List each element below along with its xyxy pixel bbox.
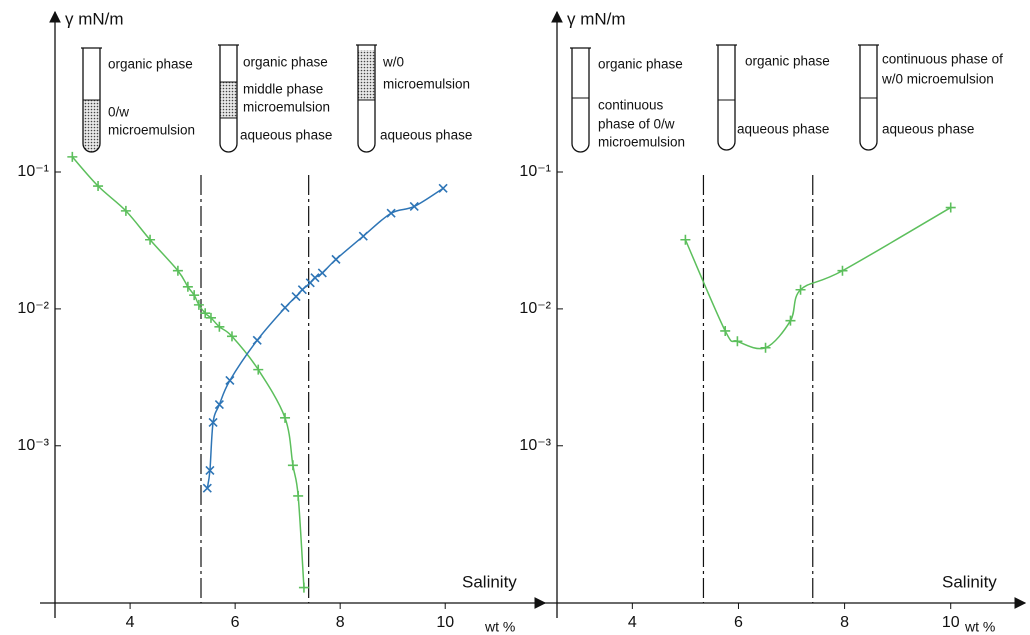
- data-point: [785, 315, 796, 326]
- tube: [859, 45, 878, 151]
- data-point: [225, 375, 235, 386]
- data-point: [317, 268, 327, 278]
- annotation: microemulsion: [598, 135, 685, 150]
- data-point: [760, 342, 771, 353]
- annotation: continuous phase of: [882, 52, 1003, 67]
- data-point: [795, 284, 806, 295]
- x-axis-title: Salinity: [462, 572, 517, 591]
- x-tick-label: 8: [336, 614, 345, 631]
- data-point: [386, 208, 396, 218]
- y-tick-label: 10⁻¹: [519, 163, 551, 180]
- data-point: [297, 285, 307, 295]
- annotation: organic phase: [243, 55, 328, 70]
- tube-fill: [220, 82, 237, 118]
- series-line: [71, 156, 305, 588]
- annotation: w/0: [382, 55, 404, 70]
- annotation: aqueous phase: [737, 122, 829, 137]
- data-point: [253, 364, 264, 375]
- data-point: [202, 483, 212, 493]
- annotation: microemulsion: [108, 123, 195, 138]
- data-point: [945, 202, 956, 213]
- annotation: microemulsion: [243, 100, 330, 115]
- data-point: [193, 299, 204, 310]
- annotation: organic phase: [745, 54, 830, 69]
- annotation: phase of 0/w: [598, 117, 675, 132]
- data-point: [287, 460, 298, 471]
- annotation: aqueous phase: [882, 122, 974, 137]
- annotation: organic phase: [598, 57, 683, 72]
- data-point: [172, 265, 183, 276]
- tube: [571, 48, 590, 153]
- data-point: [214, 399, 224, 410]
- data-point: [226, 331, 237, 342]
- data-point: [438, 183, 448, 193]
- annotation: continuous: [598, 98, 664, 113]
- annotation: aqueous phase: [380, 128, 472, 143]
- data-point: [298, 582, 309, 593]
- annotation: middle phase: [243, 82, 323, 97]
- data-point: [409, 201, 419, 212]
- data-point: [252, 335, 262, 345]
- data-point: [189, 290, 200, 301]
- data-point: [680, 234, 691, 245]
- y-tick-label: 10⁻²: [519, 300, 551, 317]
- x-tick-label: 6: [231, 614, 240, 631]
- data-point: [732, 336, 743, 347]
- x-tick-label: 10: [436, 614, 454, 631]
- y-tick-label: 10⁻¹: [17, 163, 49, 180]
- y-tick-label: 10⁻³: [17, 437, 49, 454]
- tube: [717, 45, 736, 151]
- x-tick-label: 6: [734, 614, 743, 631]
- data-point: [331, 254, 341, 264]
- x-tick-label: 4: [628, 614, 637, 631]
- y-axis-title: γ mN/m: [567, 9, 626, 28]
- series-line: [206, 187, 444, 489]
- data-point: [182, 281, 193, 292]
- x-axis-unit: wt %: [964, 619, 995, 635]
- tube: [357, 45, 376, 153]
- data-point: [205, 465, 215, 476]
- data-point: [214, 321, 225, 332]
- data-point: [200, 308, 211, 319]
- data-point: [280, 412, 291, 423]
- x-tick-label: 4: [126, 614, 135, 631]
- data-point: [720, 325, 731, 336]
- data-point: [67, 151, 78, 162]
- tube-fill: [83, 100, 100, 152]
- x-axis-unit: wt %: [484, 619, 515, 635]
- annotation: microemulsion: [383, 77, 470, 92]
- data-point: [120, 205, 131, 216]
- y-axis-title: γ mN/m: [65, 9, 124, 28]
- data-point: [208, 417, 218, 428]
- data-point: [145, 234, 156, 245]
- annotation: aqueous phase: [240, 128, 332, 143]
- annotation: 0/w: [108, 105, 129, 120]
- data-point: [837, 265, 848, 276]
- tube: [82, 48, 101, 153]
- data-point: [93, 181, 104, 192]
- tube-fill: [358, 50, 375, 100]
- x-tick-label: 8: [840, 614, 849, 631]
- data-point: [205, 312, 216, 323]
- y-tick-label: 10⁻²: [17, 300, 49, 317]
- data-point: [293, 490, 304, 501]
- x-tick-label: 10: [942, 614, 960, 631]
- data-point: [358, 231, 368, 241]
- annotation: w/0 microemulsion: [881, 72, 994, 87]
- data-point: [310, 273, 320, 283]
- data-point: [280, 303, 290, 313]
- y-tick-label: 10⁻³: [519, 437, 551, 454]
- annotation: organic phase: [108, 57, 193, 72]
- tube: [219, 45, 238, 153]
- x-axis-title: Salinity: [942, 572, 997, 591]
